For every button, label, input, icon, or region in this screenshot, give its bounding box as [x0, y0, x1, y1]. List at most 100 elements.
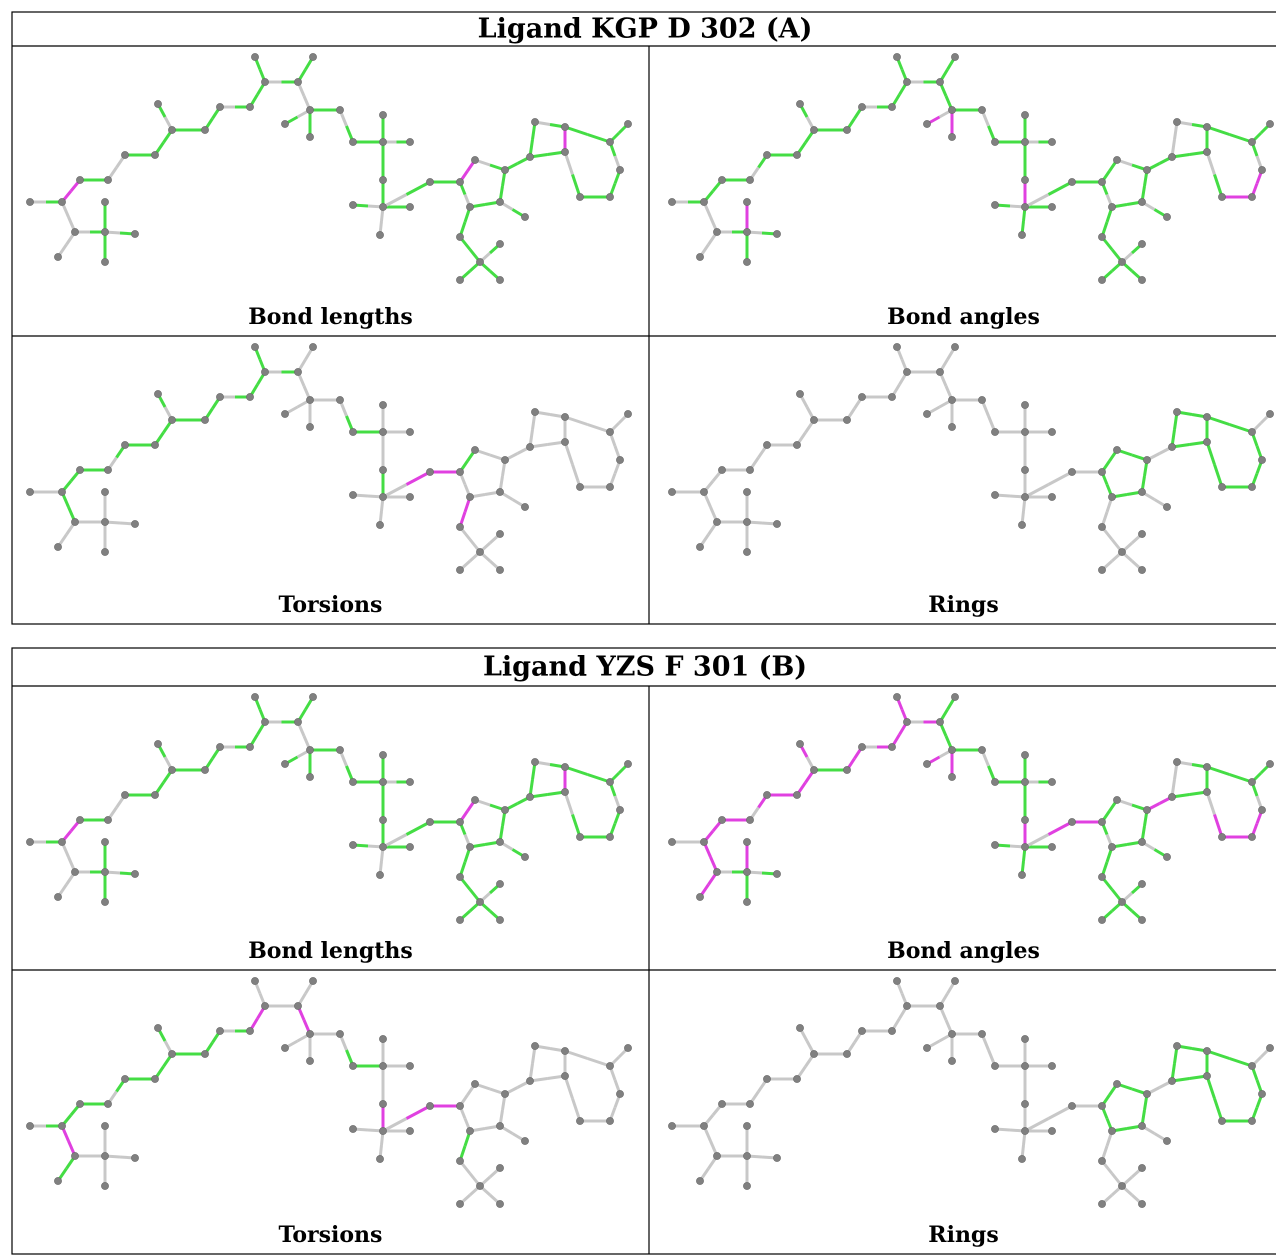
atom — [991, 778, 998, 785]
atom — [379, 1035, 386, 1042]
atom — [1143, 166, 1150, 173]
atom — [1021, 1127, 1028, 1134]
atom — [216, 743, 223, 750]
atom — [948, 106, 955, 113]
atom — [1218, 193, 1225, 200]
atom — [561, 413, 568, 420]
atom — [104, 466, 111, 473]
atom — [1258, 806, 1265, 813]
atom — [1203, 413, 1210, 420]
atom — [309, 977, 316, 984]
atom — [1173, 1042, 1180, 1049]
atom — [76, 816, 83, 823]
atom — [456, 276, 463, 283]
atom — [1018, 521, 1025, 528]
atom — [471, 446, 478, 453]
atom — [121, 791, 128, 798]
atom — [456, 178, 463, 185]
atom — [426, 1102, 433, 1109]
atom — [668, 198, 675, 205]
atom — [606, 833, 613, 840]
atom — [376, 871, 383, 878]
bond — [383, 835, 407, 848]
atom — [101, 898, 108, 905]
bond — [407, 472, 431, 485]
atom — [1108, 1127, 1115, 1134]
atom — [1258, 166, 1265, 173]
atom — [261, 78, 268, 85]
atom — [154, 1024, 161, 1031]
atom — [306, 1057, 313, 1064]
panel-frame — [12, 12, 1276, 624]
atom — [154, 740, 161, 747]
atom — [843, 1050, 850, 1057]
atom — [349, 138, 356, 145]
atom — [336, 396, 343, 403]
atom — [101, 838, 108, 845]
atom — [251, 977, 258, 984]
atom — [936, 718, 943, 725]
atom — [131, 520, 138, 527]
atom — [379, 466, 386, 473]
atom — [496, 1122, 503, 1129]
atom — [696, 543, 703, 550]
atom — [376, 521, 383, 528]
atom — [1068, 178, 1075, 185]
atom — [796, 1024, 803, 1031]
atom — [561, 788, 568, 795]
atom — [521, 503, 528, 510]
atom — [406, 138, 413, 145]
atom — [121, 441, 128, 448]
atom — [406, 428, 413, 435]
atom — [1113, 796, 1120, 803]
atom — [294, 368, 301, 375]
atom — [216, 103, 223, 110]
bond — [407, 1106, 431, 1119]
atom — [1248, 1117, 1255, 1124]
atom — [121, 151, 128, 158]
atom — [456, 873, 463, 880]
atom — [168, 126, 175, 133]
atom — [54, 543, 61, 550]
atom — [281, 760, 288, 767]
atom — [349, 1062, 356, 1069]
atom — [1018, 1155, 1025, 1162]
atom — [1118, 548, 1125, 555]
atom — [1118, 258, 1125, 265]
atom — [923, 1044, 930, 1051]
bond — [1025, 195, 1049, 208]
atom — [1048, 778, 1055, 785]
atom — [668, 1122, 675, 1129]
atom — [576, 1117, 583, 1124]
atom — [349, 428, 356, 435]
atom — [476, 548, 483, 555]
atom — [376, 231, 383, 238]
atom — [121, 1075, 128, 1082]
atom — [951, 343, 958, 350]
atom — [796, 100, 803, 107]
atom — [501, 456, 508, 463]
atom — [336, 746, 343, 753]
atom — [1048, 1127, 1055, 1134]
atom — [743, 198, 750, 205]
atom — [1048, 843, 1055, 850]
atom — [496, 1164, 503, 1171]
atom — [1168, 793, 1175, 800]
atom — [743, 838, 750, 845]
atom — [763, 151, 770, 158]
atom — [1163, 213, 1170, 220]
atom — [496, 488, 503, 495]
atom — [1138, 566, 1145, 573]
atom — [1258, 456, 1265, 463]
atom — [1048, 203, 1055, 210]
molecule — [668, 693, 1273, 923]
atom — [426, 178, 433, 185]
atom — [104, 816, 111, 823]
atom — [991, 428, 998, 435]
atom — [251, 343, 258, 350]
atom — [668, 838, 675, 845]
atom — [1021, 1035, 1028, 1042]
atom — [151, 1075, 158, 1082]
bond — [383, 195, 407, 208]
bond — [1025, 835, 1049, 848]
